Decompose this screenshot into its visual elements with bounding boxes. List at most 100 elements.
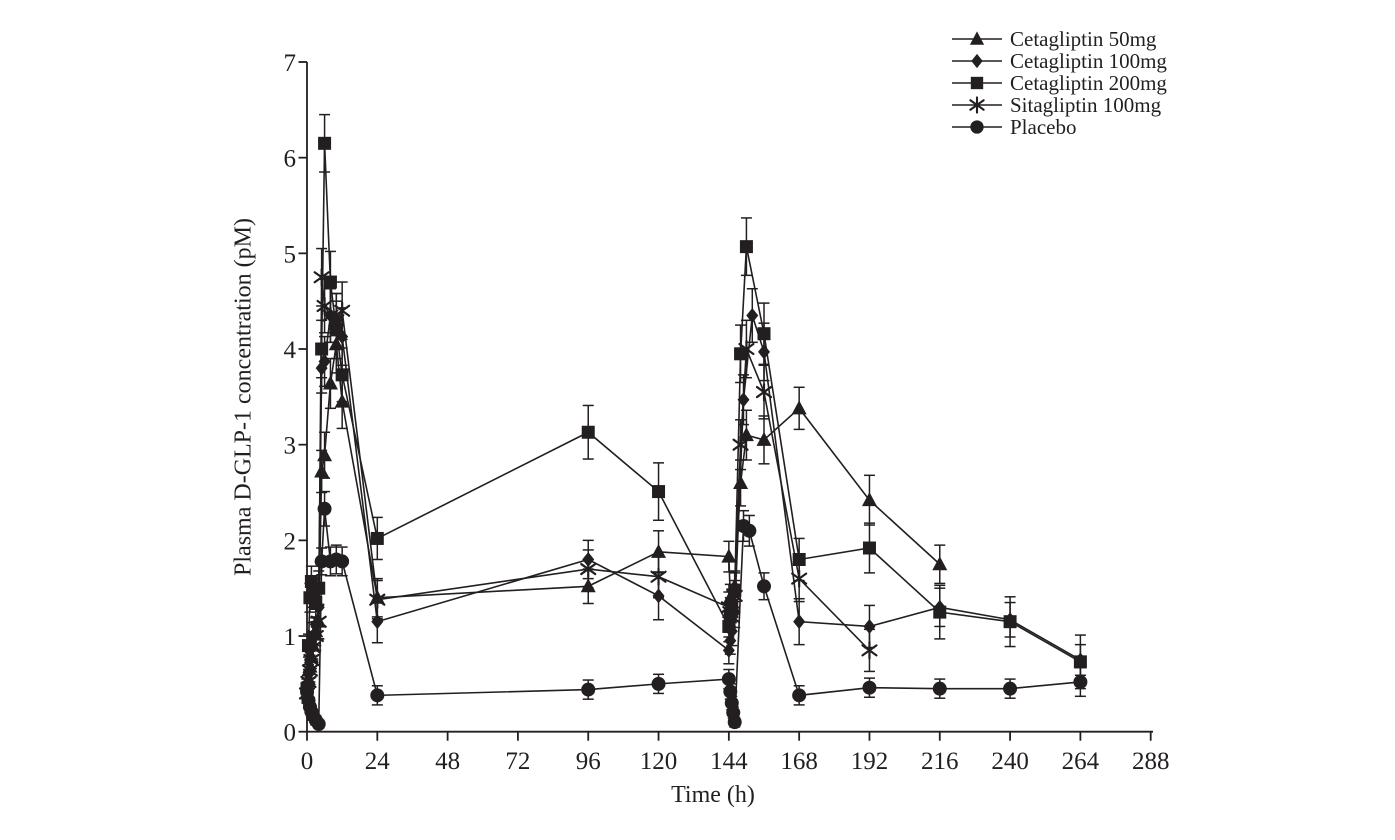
square-marker-icon [335, 368, 349, 382]
x-tick-label: 240 [991, 748, 1029, 775]
circle-marker-icon [723, 684, 738, 699]
y-tick-label: 2 [284, 528, 297, 555]
star-marker-icon [738, 339, 755, 359]
circle-marker-icon [862, 680, 877, 695]
x-tick-label: 264 [1062, 748, 1100, 775]
circle-marker-icon [581, 682, 596, 697]
star-marker-icon [723, 607, 740, 626]
legend-label: Placebo [1010, 115, 1077, 139]
square-marker-icon [970, 76, 984, 90]
x-tick-label: 168 [780, 748, 818, 775]
y-tick-label: 4 [284, 337, 297, 364]
star-marker-icon [313, 268, 330, 287]
circle-marker-icon [742, 523, 757, 538]
y-axis-title: Plasma D-GLP-1 concentration (pM) [230, 218, 257, 576]
triangle-legend-marker-icon [952, 31, 1002, 45]
y-tick-label: 6 [284, 146, 297, 173]
series-placebo [300, 490, 1088, 732]
star-marker-icon [301, 661, 319, 680]
series-line [306, 344, 941, 694]
circle-marker-icon [792, 688, 807, 703]
x-axis-title: Time (h) [671, 782, 755, 808]
star-marker-icon [791, 569, 808, 588]
y-tick-label: 5 [284, 241, 297, 268]
circle-marker-icon [1003, 681, 1018, 696]
square-marker-icon [1073, 655, 1087, 669]
square-marker-icon [1003, 615, 1017, 629]
square-marker-icon [652, 485, 666, 499]
circle-marker-icon [721, 672, 736, 687]
triangle-marker-icon [932, 556, 948, 571]
x-tick-label: 96 [576, 748, 601, 775]
legend-item-sitagliptin-100mg: Sitagliptin 100mg [951, 94, 1167, 116]
legend-item-cetagliptin-50mg: Cetagliptin 50mg [951, 28, 1167, 50]
star-marker-icon [304, 638, 321, 657]
square-marker-icon [933, 605, 947, 619]
circle-marker-icon [317, 501, 332, 516]
star-marker-icon [369, 590, 386, 609]
triangle-marker-icon [861, 492, 877, 507]
legend-item-cetagliptin-200mg: Cetagliptin 200mg [951, 72, 1167, 94]
x-tick-label: 288 [1132, 748, 1170, 775]
triangle-marker-icon [721, 548, 737, 563]
legend-item-placebo: Placebo [951, 116, 1167, 138]
diamond-marker-icon [863, 618, 876, 634]
legend-label: Cetagliptin 200mg [1010, 71, 1167, 95]
series-sitagliptin-100mg [298, 247, 878, 704]
square-marker-icon [370, 531, 384, 545]
diamond-marker-icon [722, 642, 735, 658]
y-tick-label: 3 [284, 433, 297, 460]
star-marker-icon [861, 641, 878, 660]
series-line [306, 508, 1081, 727]
y-tick-label: 0 [284, 720, 297, 747]
star-marker-icon [755, 382, 773, 402]
diamond-marker-icon [746, 308, 759, 324]
legend-label: Sitagliptin 100mg [1010, 93, 1162, 117]
triangle-marker-icon [969, 31, 985, 45]
square-marker-icon [862, 541, 876, 555]
x-tick-label: 24 [365, 748, 391, 775]
x-tick-label: 0 [301, 748, 314, 775]
triangle-marker-icon [314, 463, 330, 478]
triangle-marker-icon [791, 400, 807, 415]
circle-marker-icon [651, 676, 666, 691]
circle-marker-icon [1073, 674, 1088, 689]
star-marker-icon [732, 435, 749, 454]
x-tick-label: 144 [710, 748, 748, 775]
circle-marker-icon [757, 579, 772, 594]
circle-marker-icon [932, 681, 947, 696]
star-marker-icon [334, 301, 351, 320]
x-tick-label: 216 [921, 748, 959, 775]
x-tick-label: 120 [640, 748, 678, 775]
triangle-marker-icon [651, 543, 667, 558]
square-marker-icon [318, 136, 332, 150]
series-line [306, 313, 1081, 692]
diamond-marker-icon [971, 53, 983, 69]
series-cetagliptin-200mg [300, 113, 1087, 699]
square-marker-icon [757, 327, 771, 341]
circle-marker-icon [970, 120, 984, 134]
star-marker-icon [726, 586, 743, 605]
circle-marker-icon [311, 717, 326, 732]
legend-label: Cetagliptin 100mg [1010, 49, 1167, 73]
star-marker-icon [303, 650, 320, 670]
series-cetagliptin-50mg [299, 314, 948, 704]
series-cetagliptin-100mg [301, 287, 1087, 702]
series-line [306, 143, 1081, 689]
series-line [306, 277, 871, 694]
diamond-marker-icon [371, 614, 384, 630]
x-tick-label: 72 [505, 748, 530, 775]
star-marker-icon [310, 612, 327, 631]
diamond-marker-icon [793, 614, 806, 630]
square-legend-marker-icon [952, 76, 1002, 90]
circle-legend-marker-icon [952, 120, 1002, 134]
circle-marker-icon [727, 715, 742, 730]
y-tick-label: 1 [284, 624, 297, 651]
star-marker-icon [580, 559, 597, 579]
square-marker-icon [739, 240, 753, 254]
square-marker-icon [581, 425, 595, 439]
y-tick-label: 7 [284, 50, 297, 77]
star-marker-icon [969, 96, 985, 114]
